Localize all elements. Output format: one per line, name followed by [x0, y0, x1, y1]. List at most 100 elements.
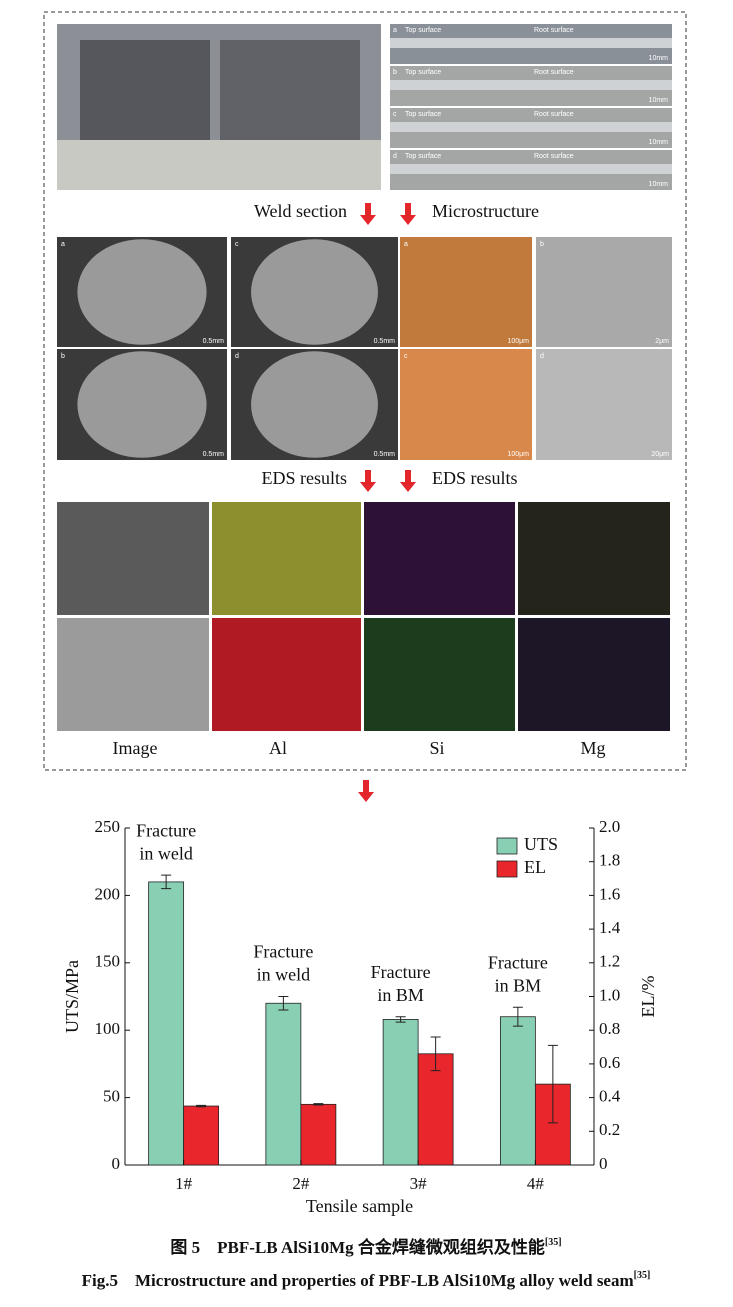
- bar: [148, 881, 185, 1166]
- x-tick-label: 4#: [527, 1174, 545, 1193]
- photo-ruler: [57, 140, 381, 190]
- y-tick-label: 250: [95, 817, 121, 836]
- legend-swatch: [496, 837, 518, 855]
- weld-zone: [251, 239, 378, 345]
- legend-label: EL: [524, 857, 546, 877]
- error-bar: [547, 1044, 558, 1124]
- eds-column-label: Image: [113, 738, 158, 758]
- annotation: Fracture: [488, 952, 548, 972]
- arrow: [400, 470, 416, 492]
- x-tick-label: 2#: [292, 1174, 310, 1193]
- eds-column-label: Si: [429, 738, 444, 758]
- error-bar: [430, 1036, 441, 1072]
- strip-label: Top surface: [405, 111, 441, 118]
- bar: [265, 1002, 302, 1166]
- annotation: in weld: [139, 843, 193, 863]
- panel-label: a: [61, 241, 65, 248]
- micrograph: [400, 237, 532, 347]
- eds-map: [364, 502, 515, 615]
- strip-label: Top surface: [405, 153, 441, 160]
- arrow: [400, 203, 416, 225]
- y2-tick-label: 0: [599, 1154, 608, 1173]
- y2-tick-label: 1.4: [599, 918, 621, 937]
- strip-label: Root surface: [534, 153, 574, 160]
- y2-tick-label: 1.8: [599, 851, 620, 870]
- strip-label: Root surface: [534, 111, 574, 118]
- arrow: [358, 780, 374, 802]
- annotation: in BM: [495, 975, 542, 995]
- caption-ref: [35]: [545, 1237, 562, 1248]
- annotation: in weld: [257, 965, 311, 985]
- arrow-label: Weld section: [254, 201, 347, 221]
- x-tick-label: 3#: [410, 1174, 428, 1193]
- weld-zone: [251, 351, 378, 458]
- scale-label: 100μm: [507, 338, 529, 345]
- scale-label: 10mm: [649, 181, 669, 188]
- y2-tick-label: 0.2: [599, 1120, 620, 1139]
- y2-tick-label: 2.0: [599, 817, 620, 836]
- y-axis-title: UTS/MPa: [62, 960, 82, 1033]
- eds-map: [212, 502, 361, 615]
- legend-label: UTS: [524, 834, 558, 854]
- annotation: Fracture: [136, 820, 196, 840]
- scale-label: 10mm: [649, 139, 669, 146]
- y2-tick-label: 0.6: [599, 1053, 620, 1072]
- weld-zone: [77, 351, 207, 458]
- strip-label: Top surface: [405, 27, 441, 34]
- eds-map: [212, 618, 361, 731]
- x-axis-title: Tensile sample: [306, 1196, 413, 1216]
- caption-ref: [35]: [634, 1270, 651, 1281]
- panel-label: a: [393, 27, 397, 34]
- arrow-label: Microstructure: [432, 201, 539, 221]
- y2-tick-label: 0.8: [599, 1019, 620, 1038]
- bar: [300, 1103, 337, 1166]
- bar: [417, 1053, 454, 1166]
- caption-text: 图 5 PBF-LB AlSi10Mg 合金焊缝微观组织及性能: [170, 1237, 544, 1257]
- caption-en: Fig.5 Microstructure and properties of P…: [82, 1270, 651, 1290]
- arrow-label: EDS results: [262, 468, 348, 488]
- arrow: [360, 203, 376, 225]
- scale-label: 2μm: [655, 338, 669, 345]
- y2-tick-label: 0.4: [599, 1087, 621, 1106]
- bar: [499, 1016, 536, 1166]
- y2-axis-title: EL/%: [638, 976, 658, 1018]
- eds-map: [518, 618, 670, 731]
- y-tick-label: 100: [95, 1019, 121, 1038]
- caption-cn: 图 5 PBF-LB AlSi10Mg 合金焊缝微观组织及性能[35]: [170, 1237, 561, 1257]
- photo-plate: [80, 40, 210, 140]
- panel-label: b: [61, 353, 65, 360]
- eds-map: [364, 618, 515, 731]
- annotation: in BM: [377, 985, 424, 1005]
- scale-label: 100μm: [507, 451, 529, 458]
- panel-label: d: [393, 153, 397, 160]
- eds-map: [57, 618, 209, 731]
- y-tick-label: 50: [103, 1087, 120, 1106]
- caption-text: Fig.5 Microstructure and properties of P…: [82, 1271, 634, 1290]
- weld-seam: [390, 80, 672, 90]
- eds-map: [57, 502, 209, 615]
- strip-label: Top surface: [405, 69, 441, 76]
- y-tick-label: 0: [112, 1154, 121, 1173]
- panel-label: c: [404, 353, 408, 360]
- legend-swatch: [496, 860, 518, 878]
- eds-column-label: Mg: [580, 738, 605, 758]
- bar: [382, 1019, 419, 1166]
- eds-map: [518, 502, 670, 615]
- scale-label: 0.5mm: [374, 451, 396, 458]
- scale-label: 0.5mm: [374, 338, 396, 345]
- scale-label: 10mm: [649, 55, 669, 62]
- x-tick-label: 1#: [175, 1174, 193, 1193]
- annotation: Fracture: [253, 942, 313, 962]
- y-tick-label: 200: [95, 884, 121, 903]
- panel-label: b: [540, 241, 544, 248]
- error-bar: [313, 1103, 324, 1106]
- panel-label: d: [235, 353, 239, 360]
- panel-label: c: [235, 241, 239, 248]
- y2-tick-label: 1.6: [599, 884, 620, 903]
- error-bar: [512, 1006, 523, 1027]
- micrograph: [400, 349, 532, 460]
- strip-label: Root surface: [534, 69, 574, 76]
- bar: [183, 1105, 220, 1166]
- weld-seam: [390, 38, 672, 48]
